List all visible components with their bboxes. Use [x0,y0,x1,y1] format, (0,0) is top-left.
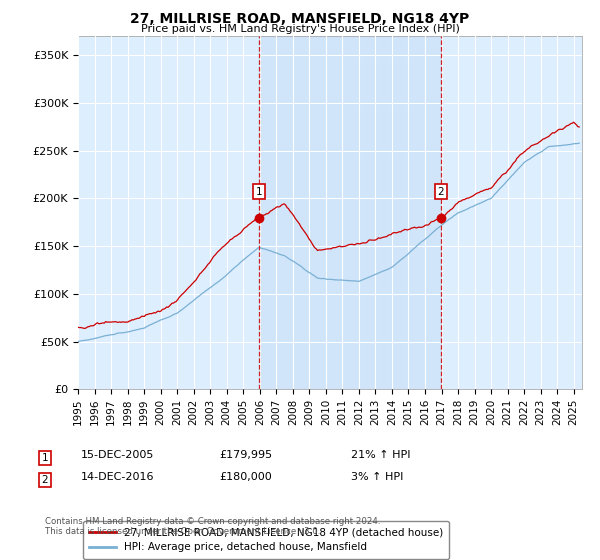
Text: 3% ↑ HPI: 3% ↑ HPI [351,472,403,482]
Text: £180,000: £180,000 [219,472,272,482]
Text: Price paid vs. HM Land Registry's House Price Index (HPI): Price paid vs. HM Land Registry's House … [140,24,460,34]
Text: 2: 2 [41,475,49,485]
Text: Contains HM Land Registry data © Crown copyright and database right 2024.: Contains HM Land Registry data © Crown c… [45,516,380,526]
Legend: 27, MILLRISE ROAD, MANSFIELD, NG18 4YP (detached house), HPI: Average price, det: 27, MILLRISE ROAD, MANSFIELD, NG18 4YP (… [83,521,449,559]
Text: 21% ↑ HPI: 21% ↑ HPI [351,450,410,460]
Text: This data is licensed under the Open Government Licence v3.0.: This data is licensed under the Open Gov… [45,526,320,536]
Text: 15-DEC-2005: 15-DEC-2005 [81,450,154,460]
Text: 1: 1 [41,453,49,463]
Text: 27, MILLRISE ROAD, MANSFIELD, NG18 4YP: 27, MILLRISE ROAD, MANSFIELD, NG18 4YP [130,12,470,26]
Text: 2: 2 [437,186,444,197]
Text: £179,995: £179,995 [219,450,272,460]
Text: 1: 1 [256,186,262,197]
Bar [259,36,441,389]
Text: 14-DEC-2016: 14-DEC-2016 [81,472,155,482]
